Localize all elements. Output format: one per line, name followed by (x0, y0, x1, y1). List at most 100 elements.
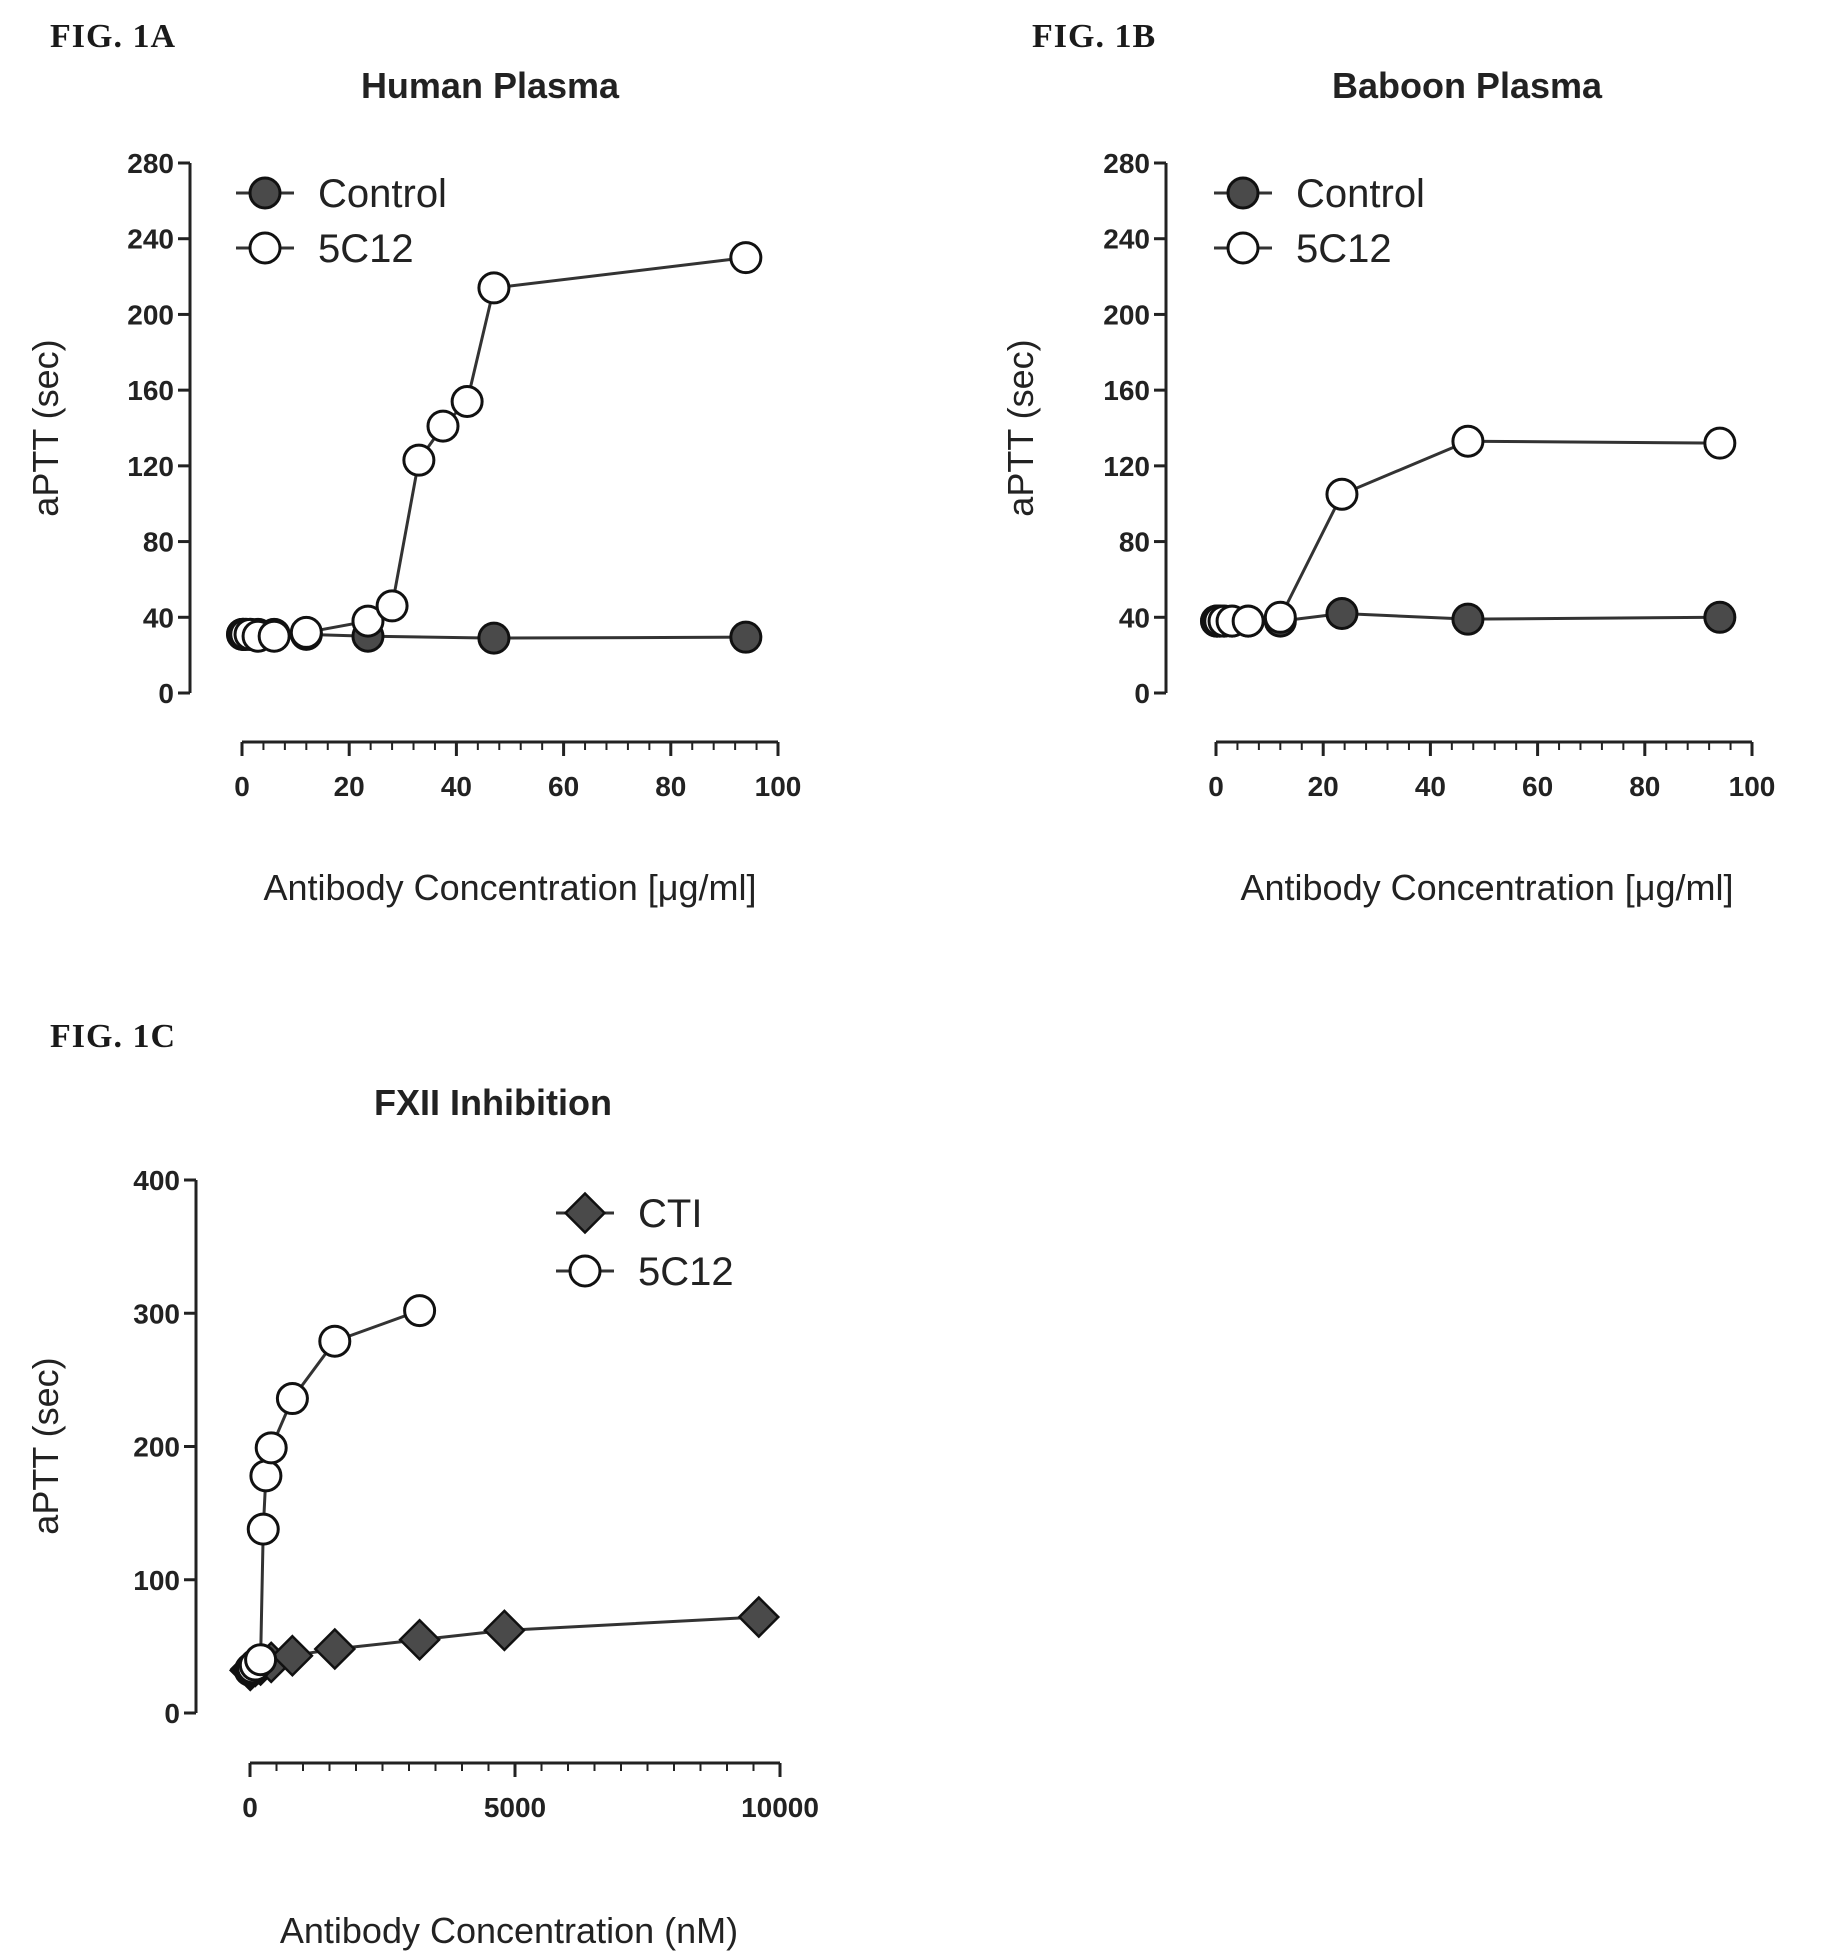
y-tick-label: 0 (164, 1698, 180, 1729)
series-line (1216, 439, 1720, 623)
x-tick-label: 0 (242, 1792, 258, 1823)
data-point (1263, 600, 1297, 634)
data-point (1325, 477, 1359, 511)
y-tick-label: 280 (127, 148, 174, 179)
x-tick-label: 40 (1415, 771, 1446, 802)
data-point (375, 589, 409, 623)
y-tick-label: 0 (1134, 678, 1150, 709)
y-tick-label: 120 (127, 451, 174, 482)
y-tick-label: 300 (133, 1298, 180, 1329)
y-axis-label: aPTT (sec) (25, 1357, 66, 1534)
x-tick-label: 0 (1208, 771, 1224, 802)
legend: Control 5C12 (236, 172, 447, 271)
legend-label: Control (1296, 172, 1425, 216)
data-point (450, 385, 484, 418)
x-axis-label: Antibody Concentration [μg/ml] (264, 867, 757, 908)
data-point (398, 1618, 441, 1661)
series-cti (228, 1595, 781, 1692)
data-point (313, 1627, 357, 1671)
x-tick-label: 40 (441, 771, 472, 802)
fig-label-1b: FIG. 1B (1032, 18, 1157, 55)
x-tick-label: 100 (755, 771, 802, 802)
x-tick-label: 80 (1629, 771, 1660, 802)
y-tick-label: 40 (1119, 602, 1150, 633)
data-point (483, 1609, 526, 1652)
y-tick-label: 80 (143, 527, 174, 558)
x-tick-label: 100 (1729, 771, 1776, 802)
data-point (477, 271, 511, 305)
data-point (1451, 602, 1485, 636)
data-point (254, 1431, 288, 1465)
x-tick-label: 80 (655, 771, 686, 802)
y-tick-label: 120 (1103, 451, 1150, 482)
x-axis-label: Antibody Concentration (nM) (280, 1910, 738, 1951)
y-tick-label: 0 (158, 678, 174, 709)
fig-label-1a: FIG. 1A (50, 18, 176, 55)
y-tick-label: 160 (127, 375, 174, 406)
data-point (275, 1382, 309, 1416)
data-point (426, 409, 460, 443)
legend-label: 5C12 (318, 227, 414, 271)
legend-label: CTI (638, 1192, 702, 1236)
y-axis-label: aPTT (sec) (25, 339, 66, 516)
legend-marker (1226, 176, 1260, 210)
x-tick-label: 0 (234, 771, 250, 802)
data-point (729, 620, 763, 654)
y-tick-label: 160 (1103, 375, 1150, 406)
y-tick-label: 200 (127, 299, 174, 330)
data-point (477, 621, 511, 655)
legend-label: 5C12 (638, 1250, 734, 1294)
chart-title: FXII Inhibition (374, 1082, 612, 1123)
data-point (1703, 426, 1737, 460)
data-point (257, 619, 291, 653)
x-tick-label: 20 (334, 771, 365, 802)
x-tick-label: 60 (548, 771, 579, 802)
data-point (249, 1459, 283, 1493)
data-point (1703, 600, 1737, 634)
legend-marker (248, 231, 282, 265)
data-point (289, 615, 323, 649)
legend-marker (248, 176, 282, 210)
data-point (403, 1294, 437, 1328)
x-axis-label: Antibody Concentration [μg/ml] (1241, 867, 1734, 908)
legend-marker (1226, 231, 1260, 265)
data-point (318, 1324, 352, 1358)
y-tick-label: 280 (1103, 148, 1150, 179)
data-point (1451, 424, 1485, 458)
x-tick-label: 60 (1522, 771, 1553, 802)
y-tick-label: 240 (1103, 224, 1150, 255)
x-tick-label: 10000 (741, 1792, 819, 1823)
chart-title: Baboon Plasma (1332, 65, 1603, 106)
y-axis-label: aPTT (sec) (1000, 339, 1041, 516)
y-tick-label: 100 (133, 1565, 180, 1596)
chart-c: FXII Inhibition 0 100 200 300 400 aPTT (sec) 0 5… (25, 1082, 819, 1951)
y-tick-label: 40 (143, 602, 174, 633)
x-tick-label: 20 (1308, 771, 1339, 802)
series-5c12 (226, 241, 763, 653)
legend: CTI 5C12 (556, 1191, 734, 1294)
data-point (244, 1643, 278, 1677)
series-5c12 (233, 1294, 437, 1687)
legend-marker (563, 1191, 607, 1235)
data-point (402, 443, 436, 477)
y-tick-label: 400 (133, 1165, 180, 1196)
series-5c12 (1200, 424, 1737, 638)
x-tick-label: 5000 (484, 1792, 546, 1823)
chart-title: Human Plasma (361, 65, 620, 106)
data-point (737, 1595, 781, 1639)
fig-label-1c: FIG. 1C (50, 1018, 176, 1055)
y-tick-label: 200 (133, 1432, 180, 1463)
data-point (246, 1512, 280, 1546)
legend: Control 5C12 (1214, 172, 1425, 271)
series-line (242, 256, 747, 638)
legend-label: 5C12 (1296, 227, 1392, 271)
data-point (271, 1634, 314, 1677)
data-point (351, 604, 385, 638)
data-point (729, 241, 763, 275)
y-tick-label: 80 (1119, 527, 1150, 558)
data-point (1231, 604, 1265, 638)
y-tick-label: 200 (1103, 299, 1150, 330)
